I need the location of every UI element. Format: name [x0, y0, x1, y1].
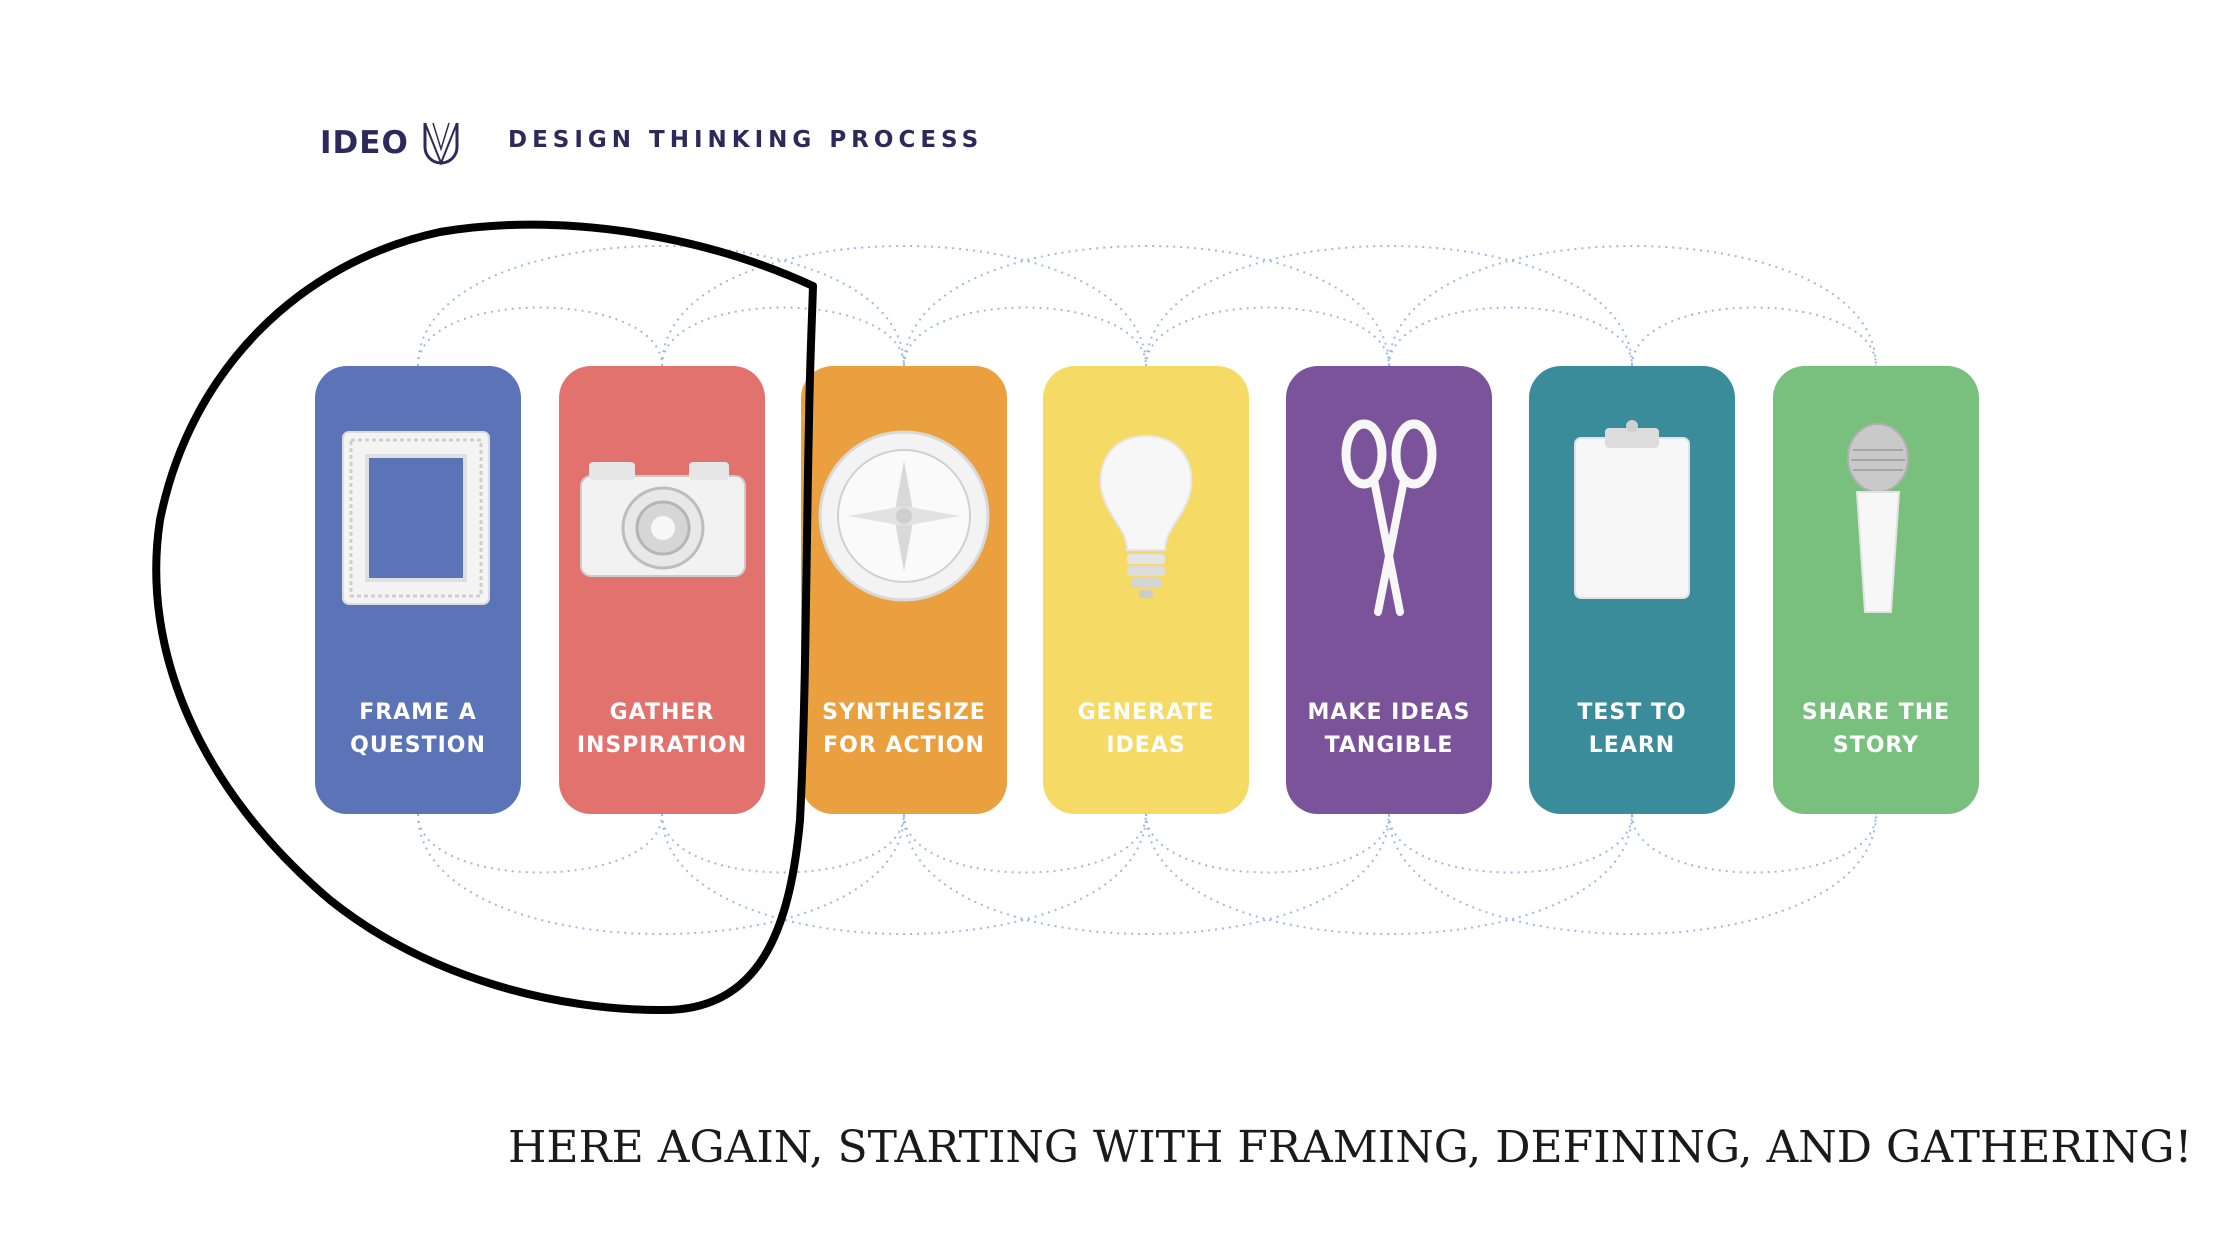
step-card-generate-ideas[interactable]: GENERATE IDEAS [1043, 366, 1249, 814]
dotted-arc [417, 245, 905, 367]
caption-text: HERE AGAIN, STARTING WITH FRAMING, DEFIN… [508, 1122, 2193, 1173]
step-card-make-ideas-tangible[interactable]: MAKE IDEAS TANGIBLE [1286, 366, 1492, 814]
picture-frame-icon [342, 431, 490, 605]
u-mark-icon [423, 122, 459, 166]
dotted-arc [1631, 813, 1877, 874]
scissors-icon [1341, 419, 1437, 616]
dotted-arc [417, 813, 663, 874]
dotted-arc [661, 813, 1147, 935]
camera-icon [580, 462, 746, 577]
step-label: FRAME A QUESTION [350, 700, 486, 758]
ideo-u-logo: IDEO [320, 118, 461, 168]
step-card-synthesize-for-action[interactable]: SYNTHESIZE FOR ACTION [801, 366, 1007, 814]
step-label: MAKE IDEAS TANGIBLE [1307, 700, 1471, 758]
compass-icon [818, 430, 990, 602]
dotted-arc [1388, 245, 1877, 367]
step-label: SHARE THE STORY [1801, 700, 1951, 758]
step-card-test-to-learn[interactable]: TEST TO LEARN [1529, 366, 1735, 814]
dotted-arc [661, 245, 1147, 367]
dotted-arc [1145, 813, 1633, 935]
dotted-arc [417, 813, 905, 935]
dotted-arc [1631, 306, 1877, 367]
dotted-arc [1145, 245, 1633, 367]
step-label: GENERATE IDEAS [1077, 700, 1215, 758]
step-card-share-the-story[interactable]: SHARE THE STORY [1773, 366, 1979, 814]
logo-wordmark: IDEO [320, 125, 409, 161]
microphone-icon [1847, 423, 1909, 613]
step-card-gather-inspiration[interactable]: GATHER INSPIRATION [559, 366, 765, 814]
step-label: GATHER INSPIRATION [576, 700, 748, 758]
dotted-arc [417, 306, 663, 367]
step-label: SYNTHESIZE FOR ACTION [822, 700, 986, 758]
clipboard-icon [1574, 420, 1690, 599]
light-bulb-icon [1099, 434, 1193, 598]
page-title: DESIGN THINKING PROCESS [508, 127, 984, 153]
dotted-arc [903, 245, 1390, 367]
step-label: TEST TO LEARN [1577, 700, 1687, 758]
step-card-frame-question[interactable]: FRAME A QUESTION [315, 366, 521, 814]
dotted-arc [903, 813, 1390, 935]
dotted-arc [1388, 813, 1877, 935]
